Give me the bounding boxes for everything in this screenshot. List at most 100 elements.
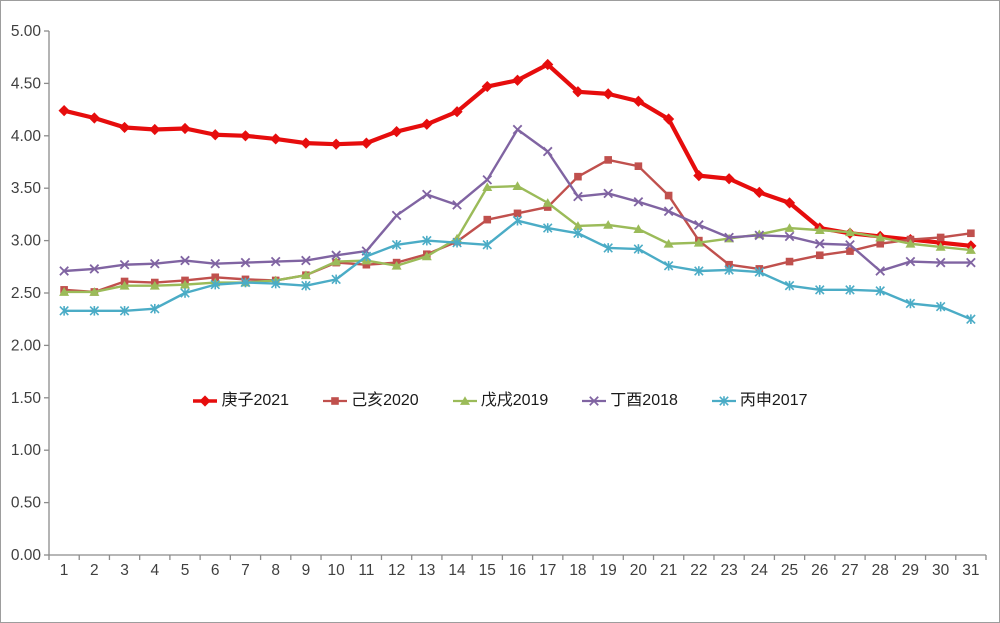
- legend-label: 丁酉2018: [610, 392, 678, 409]
- data-point-marker: [452, 200, 462, 210]
- data-point-marker: [663, 206, 674, 217]
- x-axis-label: 24: [751, 562, 769, 579]
- data-point-marker: [179, 122, 191, 135]
- data-point-marker: [967, 229, 975, 238]
- data-point-marker: [542, 223, 553, 233]
- x-axis-label: 8: [271, 562, 280, 579]
- data-point-marker: [88, 112, 100, 124]
- data-point-marker: [301, 255, 311, 266]
- data-point-marker: [459, 396, 470, 405]
- data-point-marker: [270, 278, 281, 289]
- data-point-marker: [573, 228, 583, 239]
- data-point-marker: [875, 232, 886, 242]
- data-point-marker: [180, 288, 190, 298]
- data-point-marker: [483, 215, 492, 224]
- data-point-marker: [905, 298, 916, 309]
- x-axis-label: 10: [328, 562, 346, 579]
- data-point-marker: [632, 95, 645, 107]
- x-axis-label: 2: [90, 562, 99, 579]
- data-point-marker: [180, 255, 190, 266]
- data-point-marker: [875, 286, 885, 296]
- x-axis-label: 25: [781, 562, 798, 579]
- x-axis-label: 28: [872, 562, 889, 579]
- data-point-marker: [754, 267, 765, 277]
- data-point-marker: [421, 251, 432, 261]
- data-point-marker: [270, 256, 281, 267]
- data-point-marker: [724, 265, 734, 275]
- x-axis-label: 5: [181, 562, 190, 579]
- y-axis-label: 3.00: [11, 233, 42, 250]
- data-point-marker: [481, 80, 493, 93]
- data-point-marker: [634, 162, 643, 170]
- x-axis-label: 23: [720, 562, 737, 579]
- legend-item-gengzi-2021[interactable]: 庚子2021: [192, 388, 289, 414]
- data-point-marker: [935, 242, 946, 251]
- data-point-marker: [482, 174, 493, 185]
- data-point-marker: [814, 285, 825, 295]
- data-point-marker: [331, 397, 339, 405]
- x-axis-label: 19: [600, 562, 617, 579]
- data-point-marker: [149, 123, 161, 136]
- data-point-marker: [511, 74, 524, 86]
- data-point-marker: [118, 121, 131, 134]
- legend-label: 己亥2020: [351, 392, 419, 409]
- data-point-marker: [603, 220, 614, 229]
- data-point-marker: [331, 274, 341, 285]
- x-axis-label: 21: [660, 562, 677, 579]
- y-axis-label: 5.00: [11, 23, 42, 40]
- series-丁酉2018: [59, 124, 976, 276]
- data-point-marker: [89, 264, 100, 274]
- data-point-marker: [391, 260, 402, 270]
- data-point-marker: [845, 285, 855, 295]
- data-point-marker: [89, 306, 100, 316]
- data-point-marker: [421, 189, 432, 200]
- data-point-marker: [844, 227, 855, 237]
- y-axis-label: 1.00: [11, 442, 42, 459]
- x-axis-label: 18: [569, 562, 586, 579]
- data-point-marker: [753, 186, 765, 198]
- x-axis-label: 17: [539, 562, 556, 579]
- y-axis-label: 3.50: [11, 180, 42, 197]
- legend-item-wuxu-2019[interactable]: 戊戌2019: [452, 388, 548, 414]
- data-point-marker: [180, 279, 191, 289]
- series-己亥2020: [60, 156, 975, 296]
- data-point-marker: [905, 238, 916, 248]
- data-point-marker: [361, 251, 372, 262]
- x-axis-label: 16: [509, 562, 526, 579]
- data-point-marker: [542, 198, 553, 207]
- x-axis-label: 15: [479, 562, 496, 579]
- legend-marker-asterisk-icon: [711, 396, 736, 406]
- data-point-marker: [301, 280, 311, 291]
- data-point-marker: [589, 396, 600, 406]
- data-point-marker: [421, 118, 433, 130]
- x-axis-label: 30: [932, 562, 950, 579]
- data-point-marker: [512, 124, 523, 135]
- data-point-marker: [58, 105, 70, 117]
- data-point-marker: [300, 270, 311, 280]
- data-point-marker: [300, 137, 312, 149]
- data-point-marker: [572, 86, 584, 98]
- data-point-marker: [754, 230, 765, 241]
- legend-marker-square-icon: [323, 397, 348, 405]
- y-axis-label: 1.50: [11, 390, 42, 407]
- legend-item-bingshen-2017[interactable]: 丙申2017: [711, 388, 808, 414]
- y-axis-label: 0.50: [11, 495, 42, 512]
- data-point-marker: [966, 257, 976, 268]
- data-point-marker: [815, 251, 824, 260]
- data-point-marker: [331, 250, 341, 261]
- x-axis-label: 7: [241, 562, 250, 579]
- series-line: [62, 184, 973, 294]
- data-point-marker: [210, 279, 221, 290]
- data-point-marker: [875, 266, 886, 276]
- data-point-marker: [119, 259, 130, 270]
- data-point-marker: [935, 257, 946, 268]
- legend-item-jihai-2020[interactable]: 己亥2020: [322, 388, 419, 414]
- legend-item-dingyou-2018[interactable]: 丁酉2018: [581, 388, 678, 414]
- data-point-marker: [119, 280, 130, 290]
- data-point-marker: [59, 287, 70, 296]
- data-point-marker: [693, 237, 704, 247]
- data-point-marker: [603, 243, 613, 253]
- x-axis-label: 27: [841, 562, 858, 579]
- data-point-marker: [573, 191, 583, 202]
- data-point-marker: [785, 257, 794, 266]
